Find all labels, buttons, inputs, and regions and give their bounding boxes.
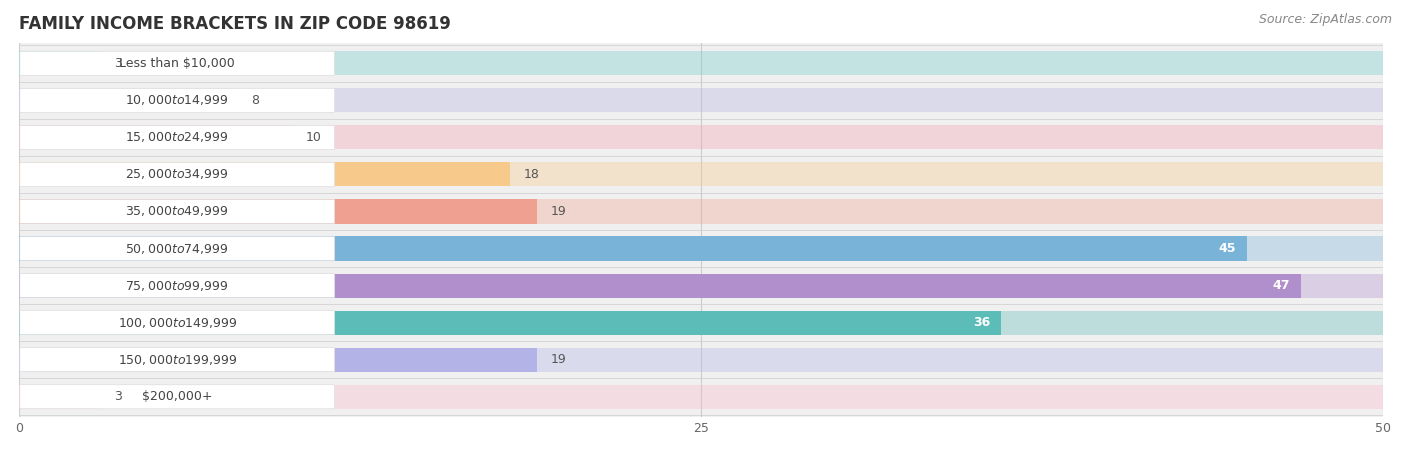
- Bar: [20, 193, 1384, 230]
- Text: 10: 10: [305, 131, 322, 144]
- Text: 3: 3: [114, 390, 122, 403]
- Text: FAMILY INCOME BRACKETS IN ZIP CODE 98619: FAMILY INCOME BRACKETS IN ZIP CODE 98619: [20, 15, 451, 33]
- Bar: [20, 385, 101, 409]
- FancyBboxPatch shape: [20, 51, 335, 75]
- Text: $25,000 to $34,999: $25,000 to $34,999: [125, 167, 229, 181]
- Text: $75,000 to $99,999: $75,000 to $99,999: [125, 279, 229, 292]
- FancyBboxPatch shape: [20, 88, 335, 112]
- Text: 47: 47: [1272, 279, 1291, 292]
- Bar: [20, 230, 1384, 267]
- Bar: [20, 162, 1384, 186]
- Bar: [20, 310, 1384, 335]
- Text: $100,000 to $149,999: $100,000 to $149,999: [118, 315, 238, 330]
- Bar: [20, 385, 1384, 409]
- Bar: [20, 274, 1384, 297]
- FancyBboxPatch shape: [20, 199, 335, 224]
- Text: $10,000 to $14,999: $10,000 to $14,999: [125, 93, 229, 107]
- Bar: [20, 126, 1384, 149]
- Bar: [20, 199, 1384, 224]
- FancyBboxPatch shape: [20, 274, 335, 297]
- Bar: [20, 378, 1384, 415]
- Text: 8: 8: [250, 94, 259, 107]
- Bar: [20, 199, 537, 224]
- Bar: [20, 348, 1384, 372]
- Bar: [20, 119, 1384, 156]
- Text: $15,000 to $24,999: $15,000 to $24,999: [125, 130, 229, 144]
- Bar: [20, 162, 510, 186]
- Bar: [20, 51, 1384, 75]
- FancyBboxPatch shape: [20, 385, 335, 409]
- FancyBboxPatch shape: [20, 310, 335, 335]
- Bar: [20, 156, 1384, 193]
- Bar: [20, 88, 1384, 112]
- Text: 19: 19: [551, 353, 567, 366]
- Bar: [20, 304, 1384, 341]
- Text: $150,000 to $199,999: $150,000 to $199,999: [118, 353, 238, 367]
- Bar: [20, 237, 1247, 261]
- Bar: [20, 45, 1384, 82]
- FancyBboxPatch shape: [20, 348, 335, 372]
- Bar: [20, 274, 1301, 297]
- Bar: [20, 82, 1384, 119]
- Text: $35,000 to $49,999: $35,000 to $49,999: [125, 204, 229, 219]
- FancyBboxPatch shape: [20, 162, 335, 186]
- Text: Less than $10,000: Less than $10,000: [120, 57, 235, 70]
- Text: 18: 18: [523, 168, 540, 181]
- Text: $50,000 to $74,999: $50,000 to $74,999: [125, 242, 229, 256]
- Bar: [20, 237, 1384, 261]
- Text: 3: 3: [114, 57, 122, 70]
- FancyBboxPatch shape: [20, 126, 335, 149]
- Text: Source: ZipAtlas.com: Source: ZipAtlas.com: [1258, 14, 1392, 27]
- Bar: [20, 126, 292, 149]
- Bar: [20, 88, 238, 112]
- Text: 36: 36: [973, 316, 990, 329]
- Text: $200,000+: $200,000+: [142, 390, 212, 403]
- Bar: [20, 51, 101, 75]
- Bar: [20, 348, 537, 372]
- Bar: [20, 267, 1384, 304]
- Bar: [20, 341, 1384, 378]
- FancyBboxPatch shape: [20, 237, 335, 261]
- Text: 45: 45: [1218, 242, 1236, 255]
- Text: 19: 19: [551, 205, 567, 218]
- Bar: [20, 310, 1001, 335]
